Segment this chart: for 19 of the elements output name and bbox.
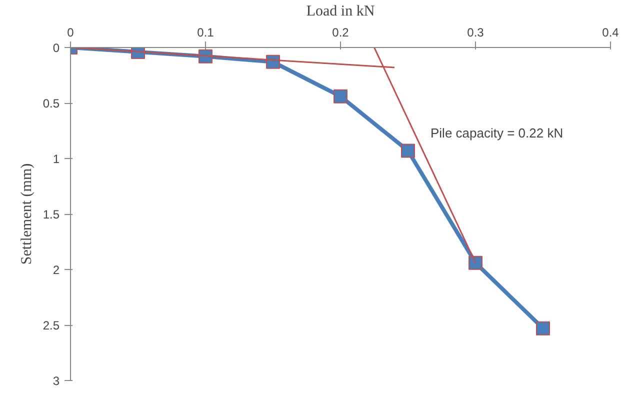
x-tick-label: 0.4 <box>602 26 620 40</box>
point <box>468 256 482 270</box>
x-tick-label: 0.2 <box>332 26 350 40</box>
y-tick-label: 0 <box>52 41 60 55</box>
y-tick-label: 1.5 <box>42 208 60 222</box>
point <box>401 144 415 158</box>
x-axis-title: Load in kN <box>306 4 375 20</box>
x-tick-label: 0.1 <box>197 26 214 40</box>
y-tick-label: 1 <box>52 152 60 166</box>
x-tick-label: 0.3 <box>467 26 484 40</box>
y-axis-title: Settlement (mm) <box>18 163 35 265</box>
y-tick-label: 2.5 <box>42 318 60 332</box>
y-tick-label: 0.5 <box>42 96 60 110</box>
annotation: Pile capacity = 0.22 kN <box>430 126 564 140</box>
y-tick-label: 3 <box>52 374 60 388</box>
point <box>334 89 348 104</box>
point <box>536 321 550 336</box>
y-tick-label: 2 <box>52 263 60 277</box>
x-tick-label: 0 <box>67 26 74 40</box>
